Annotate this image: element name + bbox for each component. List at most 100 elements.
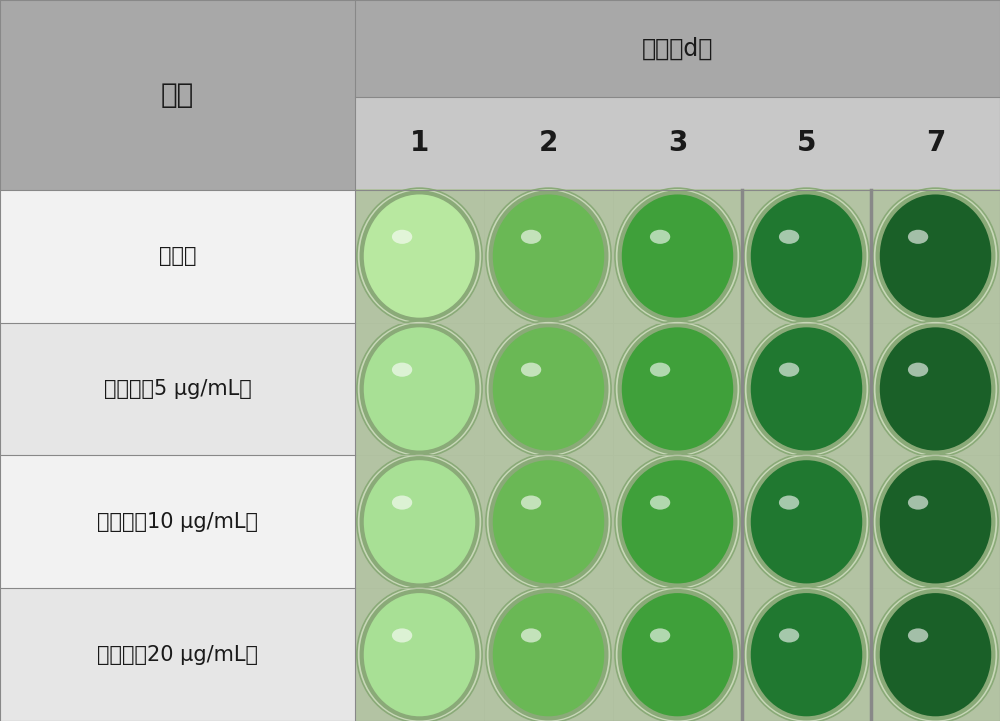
Ellipse shape xyxy=(615,454,740,590)
Ellipse shape xyxy=(766,610,847,699)
Ellipse shape xyxy=(622,195,733,318)
Ellipse shape xyxy=(493,327,604,451)
Ellipse shape xyxy=(508,344,589,434)
Text: 实验组（5 μg/mL）: 实验组（5 μg/mL） xyxy=(104,379,251,399)
Ellipse shape xyxy=(876,323,995,455)
Ellipse shape xyxy=(744,188,869,324)
Ellipse shape xyxy=(880,460,991,583)
Ellipse shape xyxy=(489,190,608,322)
Ellipse shape xyxy=(521,629,541,642)
Ellipse shape xyxy=(392,629,412,642)
Ellipse shape xyxy=(364,460,475,583)
Ellipse shape xyxy=(876,589,995,720)
Ellipse shape xyxy=(908,495,928,510)
Ellipse shape xyxy=(751,195,862,318)
Ellipse shape xyxy=(779,363,799,377)
Ellipse shape xyxy=(486,188,611,324)
Text: 3: 3 xyxy=(668,130,687,157)
Ellipse shape xyxy=(379,344,460,434)
Ellipse shape xyxy=(357,587,482,721)
Ellipse shape xyxy=(379,477,460,567)
Ellipse shape xyxy=(489,456,608,588)
Ellipse shape xyxy=(650,363,670,377)
Ellipse shape xyxy=(766,344,847,434)
Ellipse shape xyxy=(766,211,847,301)
Text: 7: 7 xyxy=(926,130,945,157)
Ellipse shape xyxy=(880,593,991,717)
Ellipse shape xyxy=(880,327,991,451)
Ellipse shape xyxy=(618,323,737,455)
Ellipse shape xyxy=(489,589,608,720)
Ellipse shape xyxy=(622,460,733,583)
FancyBboxPatch shape xyxy=(0,588,355,721)
FancyBboxPatch shape xyxy=(0,456,355,588)
Ellipse shape xyxy=(744,587,869,721)
FancyBboxPatch shape xyxy=(0,190,355,322)
FancyBboxPatch shape xyxy=(0,0,355,190)
Text: 对照组: 对照组 xyxy=(159,246,196,266)
FancyBboxPatch shape xyxy=(0,322,355,456)
Ellipse shape xyxy=(357,321,482,457)
Text: 时间（d）: 时间（d） xyxy=(642,37,713,61)
Ellipse shape xyxy=(747,190,866,322)
Ellipse shape xyxy=(489,323,608,455)
Ellipse shape xyxy=(779,629,799,642)
Ellipse shape xyxy=(873,454,998,590)
Ellipse shape xyxy=(364,327,475,451)
Ellipse shape xyxy=(360,589,479,720)
Text: 实验组（20 μg/mL）: 实验组（20 μg/mL） xyxy=(97,645,258,665)
Ellipse shape xyxy=(486,587,611,721)
Ellipse shape xyxy=(637,610,718,699)
Ellipse shape xyxy=(637,477,718,567)
Ellipse shape xyxy=(615,587,740,721)
Ellipse shape xyxy=(873,321,998,457)
Ellipse shape xyxy=(744,321,869,457)
Ellipse shape xyxy=(615,321,740,457)
Ellipse shape xyxy=(486,454,611,590)
Ellipse shape xyxy=(360,323,479,455)
Ellipse shape xyxy=(364,195,475,318)
FancyBboxPatch shape xyxy=(355,190,1000,721)
Ellipse shape xyxy=(744,454,869,590)
Ellipse shape xyxy=(379,211,460,301)
Ellipse shape xyxy=(364,593,475,717)
Ellipse shape xyxy=(357,188,482,324)
Ellipse shape xyxy=(637,344,718,434)
Ellipse shape xyxy=(747,456,866,588)
Ellipse shape xyxy=(508,211,589,301)
Text: 分组: 分组 xyxy=(161,81,194,109)
Ellipse shape xyxy=(895,211,976,301)
Ellipse shape xyxy=(637,211,718,301)
Ellipse shape xyxy=(360,456,479,588)
Text: 实验组（10 μg/mL）: 实验组（10 μg/mL） xyxy=(97,512,258,532)
Ellipse shape xyxy=(508,477,589,567)
Ellipse shape xyxy=(880,195,991,318)
Ellipse shape xyxy=(895,344,976,434)
FancyBboxPatch shape xyxy=(355,97,1000,190)
Ellipse shape xyxy=(908,363,928,377)
Ellipse shape xyxy=(493,460,604,583)
Ellipse shape xyxy=(486,321,611,457)
Ellipse shape xyxy=(873,188,998,324)
Ellipse shape xyxy=(493,593,604,717)
Ellipse shape xyxy=(521,230,541,244)
Ellipse shape xyxy=(747,589,866,720)
Ellipse shape xyxy=(650,495,670,510)
Text: 1: 1 xyxy=(410,130,429,157)
Ellipse shape xyxy=(650,629,670,642)
Text: 2: 2 xyxy=(539,130,558,157)
Ellipse shape xyxy=(895,610,976,699)
Ellipse shape xyxy=(392,230,412,244)
Ellipse shape xyxy=(521,495,541,510)
Ellipse shape xyxy=(895,477,976,567)
Ellipse shape xyxy=(615,188,740,324)
Ellipse shape xyxy=(908,629,928,642)
Ellipse shape xyxy=(766,477,847,567)
Ellipse shape xyxy=(751,593,862,717)
Ellipse shape xyxy=(622,593,733,717)
Ellipse shape xyxy=(508,610,589,699)
Ellipse shape xyxy=(751,327,862,451)
Ellipse shape xyxy=(379,610,460,699)
FancyBboxPatch shape xyxy=(355,0,1000,97)
Ellipse shape xyxy=(618,190,737,322)
